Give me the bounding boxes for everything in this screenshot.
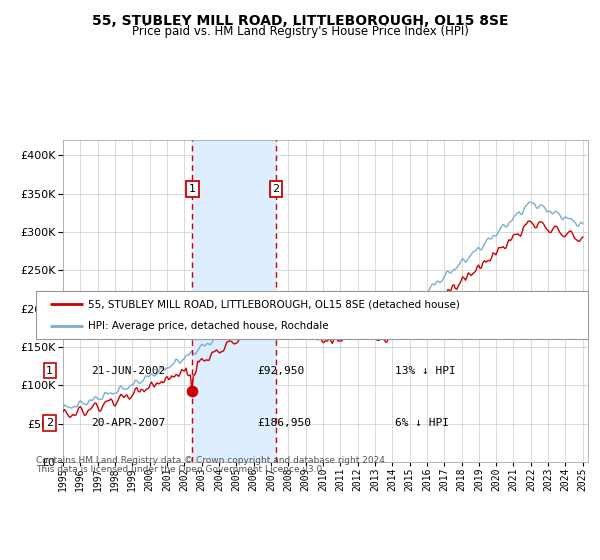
Text: 1: 1 [189, 184, 196, 194]
Text: £186,950: £186,950 [257, 418, 311, 428]
Text: 13% ↓ HPI: 13% ↓ HPI [395, 366, 455, 376]
Text: 1: 1 [46, 366, 53, 376]
Text: HPI: Average price, detached house, Rochdale: HPI: Average price, detached house, Roch… [88, 321, 329, 331]
Text: 55, STUBLEY MILL ROAD, LITTLEBOROUGH, OL15 8SE: 55, STUBLEY MILL ROAD, LITTLEBOROUGH, OL… [92, 14, 508, 28]
Text: Price paid vs. HM Land Registry's House Price Index (HPI): Price paid vs. HM Land Registry's House … [131, 25, 469, 38]
Point [271, 314, 281, 323]
Bar [193, 140, 276, 462]
Text: 20-APR-2007: 20-APR-2007 [91, 418, 166, 428]
Text: 2: 2 [46, 418, 53, 428]
Text: 2: 2 [272, 184, 280, 194]
Point [188, 386, 197, 395]
Text: 6% ↓ HPI: 6% ↓ HPI [395, 418, 449, 428]
Text: Contains HM Land Registry data © Crown copyright and database right 2024.: Contains HM Land Registry data © Crown c… [36, 456, 388, 465]
Text: This data is licensed under the Open Government Licence v3.0.: This data is licensed under the Open Gov… [36, 465, 325, 474]
Text: £92,950: £92,950 [257, 366, 304, 376]
Text: 21-JUN-2002: 21-JUN-2002 [91, 366, 166, 376]
Text: 55, STUBLEY MILL ROAD, LITTLEBOROUGH, OL15 8SE (detached house): 55, STUBLEY MILL ROAD, LITTLEBOROUGH, OL… [88, 299, 460, 309]
